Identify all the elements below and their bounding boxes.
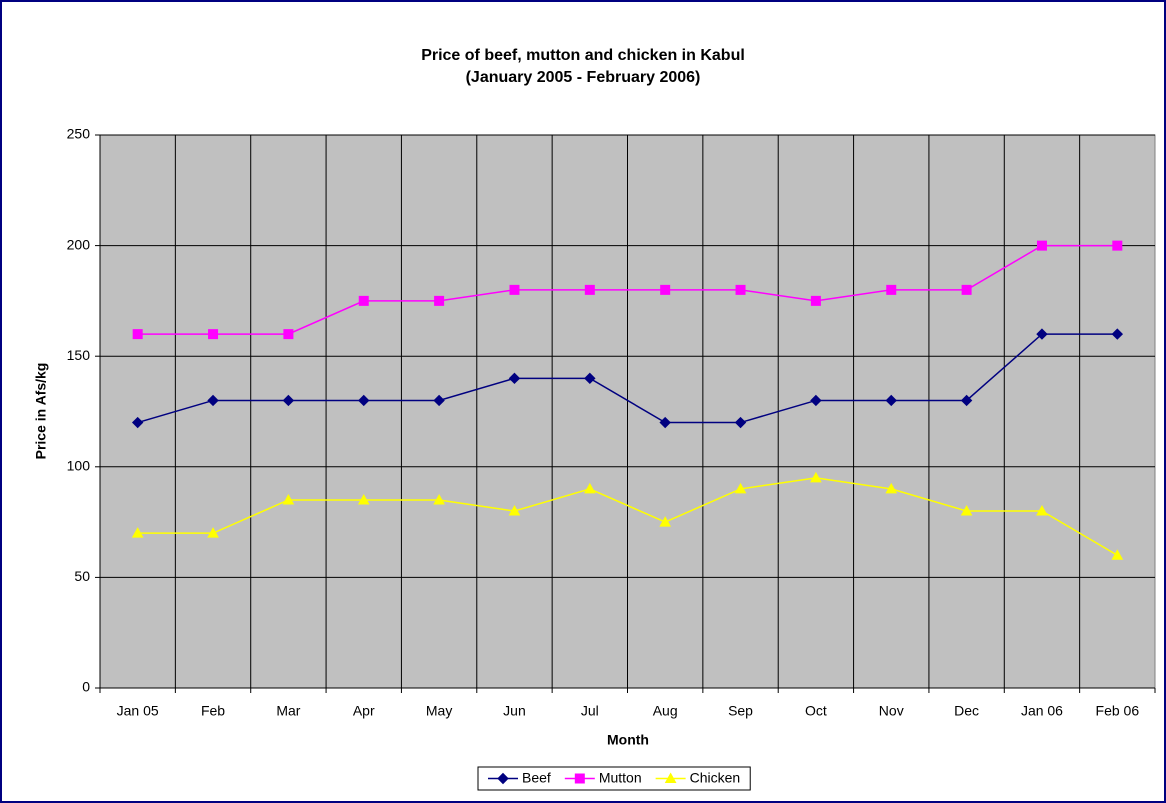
x-tick-label: Feb 06 (1096, 703, 1140, 719)
series-line (137, 244, 1118, 335)
marker (1111, 328, 1124, 340)
marker (283, 329, 294, 340)
marker (358, 394, 370, 407)
marker (433, 394, 445, 407)
y-tick-label: 50 (74, 568, 90, 584)
x-tick-label: Aug (653, 703, 678, 719)
y-tick-label: 250 (67, 126, 91, 142)
marker (1036, 240, 1047, 251)
y-tick-label: 100 (67, 458, 91, 474)
marker (1112, 240, 1123, 251)
legend-box (477, 766, 751, 791)
chart-title: Price of beef, mutton and chicken in Kab… (421, 47, 745, 64)
marker (207, 394, 219, 407)
marker (131, 416, 144, 429)
marker (208, 329, 219, 340)
marker (960, 394, 973, 407)
x-tick-label: Mar (276, 703, 300, 719)
marker (1036, 505, 1048, 516)
marker (584, 372, 596, 385)
x-tick-label: Nov (879, 703, 904, 719)
marker (357, 493, 370, 505)
x-axis-label: Month (607, 732, 649, 748)
legend-label: Beef (522, 770, 551, 786)
marker (508, 372, 521, 385)
chart-subtitle: (January 2005 - February 2006) (466, 69, 701, 86)
marker (282, 493, 295, 505)
marker (131, 527, 144, 538)
marker (1111, 549, 1124, 560)
marker (734, 482, 747, 494)
marker (810, 295, 821, 306)
marker (1036, 328, 1048, 340)
series-line (137, 477, 1118, 556)
y-tick-label: 0 (82, 679, 90, 695)
marker (207, 527, 219, 538)
marker (583, 482, 596, 494)
legend-label: Mutton (599, 770, 642, 786)
marker (497, 772, 509, 785)
x-tick-label: Oct (805, 703, 827, 719)
legend-label: Chicken (690, 770, 741, 786)
x-tick-label: May (426, 703, 452, 719)
marker (509, 284, 520, 295)
x-tick-label: Jun (503, 703, 526, 719)
marker (282, 394, 295, 407)
marker (734, 416, 747, 429)
y-tick-label: 200 (67, 236, 91, 252)
x-tick-label: Jul (581, 703, 599, 719)
series-line (137, 333, 1118, 424)
marker (885, 394, 897, 407)
marker (810, 394, 822, 407)
marker (508, 505, 521, 516)
x-tick-label: Jan 06 (1021, 703, 1063, 719)
marker (735, 284, 746, 295)
y-tick-label: 150 (67, 347, 91, 363)
x-tick-label: Jan 05 (117, 703, 159, 719)
marker (358, 295, 369, 306)
marker (886, 284, 897, 295)
marker (584, 284, 595, 295)
x-tick-label: Dec (954, 703, 979, 719)
marker (664, 772, 677, 783)
marker (961, 284, 972, 295)
marker (659, 416, 671, 429)
legend: Beef Mutton Chicken (477, 766, 751, 791)
x-tick-label: Apr (353, 703, 375, 719)
x-tick-label: Sep (728, 703, 753, 719)
x-tick-label: Feb (201, 703, 225, 719)
marker (574, 773, 585, 784)
marker (885, 482, 898, 494)
y-axis-label: Price in Afs/kg (33, 363, 49, 460)
marker (132, 329, 143, 340)
marker (660, 284, 671, 295)
marker (810, 471, 822, 483)
marker (659, 516, 672, 527)
marker (960, 505, 973, 516)
marker (433, 493, 445, 505)
marker (434, 295, 445, 306)
